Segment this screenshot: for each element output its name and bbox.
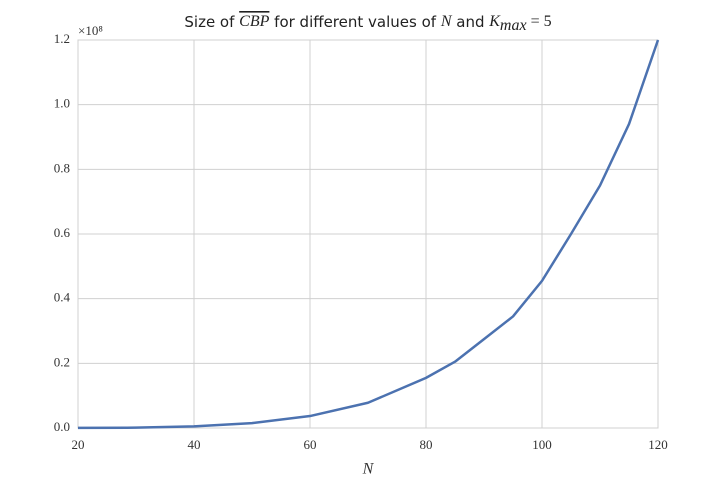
title-part: K <box>488 13 501 30</box>
x-tick-label: 120 <box>648 437 668 452</box>
x-tick-label: 20 <box>72 437 85 452</box>
x-tick-label: 40 <box>188 437 201 452</box>
title-part: max <box>500 17 527 34</box>
title-part: and <box>451 13 489 31</box>
y-tick-label: 0.4 <box>54 290 71 305</box>
y-tick-label: 1.2 <box>54 31 70 46</box>
x-tick-label: 60 <box>304 437 317 452</box>
line <box>77 39 660 430</box>
chart-title: Size of CBP for different values of N an… <box>184 13 551 34</box>
title-part: CBP <box>239 13 269 30</box>
y-offset-label: ×10⁸ <box>78 23 103 38</box>
title-part: for different values of <box>269 13 440 31</box>
y-tick-label: 0.2 <box>54 354 70 369</box>
title-part: = 5 <box>527 13 552 30</box>
x-axis-label: N <box>362 461 375 478</box>
x-tick-label: 100 <box>532 437 552 452</box>
y-tick-label: 0.0 <box>54 419 70 434</box>
x-tick-label: 80 <box>420 437 433 452</box>
y-tick-label: 0.8 <box>54 160 70 175</box>
title-part: Size of <box>184 13 239 31</box>
plot-frame <box>77 39 659 429</box>
title-part: N <box>440 13 453 30</box>
y-tick-label: 0.6 <box>54 225 71 240</box>
y-tick-label: 1.0 <box>54 96 70 111</box>
